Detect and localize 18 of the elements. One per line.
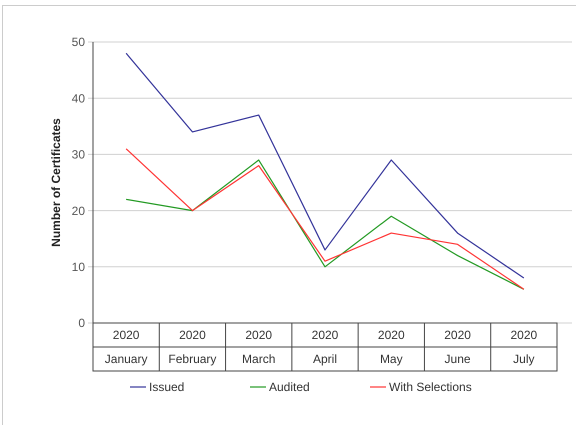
legend-label: Issued [149, 380, 184, 394]
line-series [126, 52, 524, 279]
x-tick-label: 2020 June [444, 328, 472, 366]
y-tick-label: 50 [72, 35, 86, 50]
x-tick-label: 2020 March [242, 328, 276, 366]
x-tick-label: 2020 April [312, 328, 339, 366]
legend-label: Audited [269, 380, 310, 394]
x-tick-label: 2020 May [378, 328, 405, 366]
y-tick-label: 30 [72, 148, 86, 162]
x-tick-label: 2020 July [510, 328, 538, 366]
legend-label: With Selections [389, 380, 472, 394]
y-tick-label: 0 [78, 316, 86, 330]
y-tick-label: 20 [72, 204, 86, 218]
x-tick-label: 2020 January [104, 328, 148, 366]
y-axis-title: Number of Certificates [49, 118, 63, 247]
y-tick-label: 40 [72, 91, 86, 106]
x-tick-label: 2020 February [168, 328, 216, 366]
y-tick-label: 10 [72, 260, 86, 274]
